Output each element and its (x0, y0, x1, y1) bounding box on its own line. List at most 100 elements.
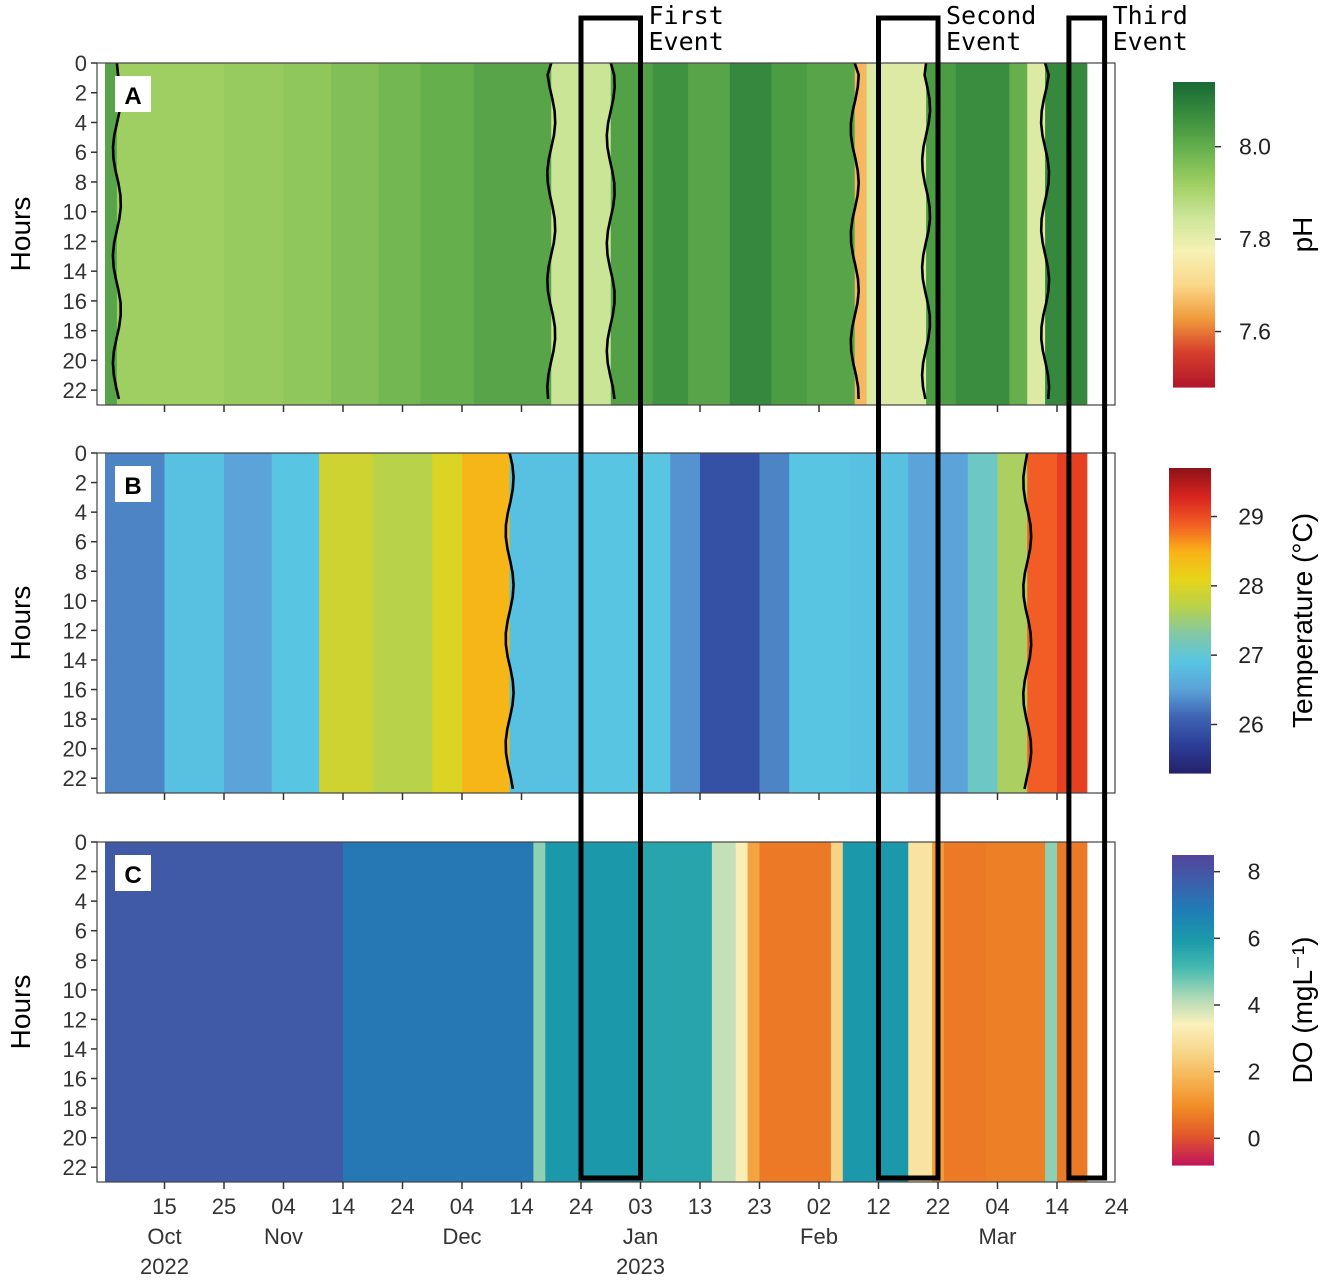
colorbar-segment (1173, 244, 1215, 248)
colorbar-segment (1172, 904, 1214, 908)
colorbar-segment (1172, 1128, 1214, 1133)
x-month-label: Jan (623, 1224, 658, 1249)
colorbar-segment (1173, 300, 1215, 304)
colorbar-segment (1173, 196, 1215, 200)
y-tick-label: 18 (63, 319, 87, 344)
colorbar-segment (1173, 282, 1215, 286)
y-tick-label: 4 (75, 110, 87, 135)
colorbar-segment (1172, 911, 1214, 916)
colorbar-segment (1169, 742, 1211, 746)
heatmap-cell-c-4 (640, 842, 713, 1182)
y-tick-label: 0 (75, 830, 87, 855)
colorbar-segment (1169, 712, 1211, 716)
colorbar-segment (1173, 206, 1215, 210)
y-tick-label: 0 (75, 51, 87, 76)
heatmap-cell-a-4 (283, 63, 332, 405)
colorbar-segment (1173, 158, 1215, 162)
colorbar-tick-label: 2 (1248, 1059, 1261, 1085)
colorbar-segment (1169, 727, 1211, 731)
colorbar-segment (1169, 648, 1211, 652)
y-tick-label: 8 (75, 559, 87, 584)
colorbar-segment (1169, 625, 1211, 629)
panel-label-bg (115, 466, 151, 502)
colorbar-title: DO (mgL⁻¹) (1287, 937, 1318, 1084)
colorbar-segment (1169, 724, 1211, 728)
colorbar-segment (1173, 173, 1215, 177)
heatmap-cell-c-7 (747, 842, 761, 1182)
colorbar-segment (1169, 658, 1211, 662)
colorbar-segment (1172, 1149, 1214, 1153)
colorbar-segment (1172, 1035, 1214, 1040)
heatmap-cell-c-5 (711, 842, 737, 1182)
colorbar-segment (1172, 1059, 1214, 1063)
colorbar-segment (1173, 229, 1215, 233)
colorbar-tick-label: 28 (1238, 573, 1264, 599)
colorbar-segment (1172, 953, 1214, 957)
colorbar-segment (1169, 717, 1211, 721)
colorbar-segment (1172, 1115, 1214, 1120)
colorbar-title: Temperature (°C) (1287, 513, 1318, 728)
colorbar-segment (1169, 541, 1211, 545)
y-tick-label: 4 (75, 500, 87, 525)
colorbar-segment (1169, 569, 1211, 573)
colorbar-segment (1173, 341, 1215, 345)
colorbar-segment (1173, 348, 1215, 353)
colorbar-segment (1169, 485, 1211, 489)
y-tick-label: 12 (63, 618, 87, 643)
colorbar-segment (1173, 165, 1215, 170)
colorbar-segment (1172, 867, 1214, 872)
colorbar-segment (1173, 214, 1215, 218)
colorbar-segment (1173, 275, 1215, 279)
colorbar-segment (1169, 483, 1211, 487)
colorbar-segment (1172, 1033, 1214, 1037)
panel-frame-b (96, 452, 1116, 794)
x-year-label: 2023 (616, 1254, 665, 1279)
colorbar-segment (1169, 480, 1211, 484)
heatmap-cell-b-6 (432, 453, 463, 793)
y-tick-label: 8 (75, 170, 87, 195)
colorbar-segment (1173, 143, 1215, 147)
y-tick-label: 6 (75, 919, 87, 944)
colorbar-segment (1172, 1157, 1214, 1161)
colorbar-segment (1172, 891, 1214, 895)
x-tick-label: 25 (212, 1194, 236, 1219)
colorbar-segment (1169, 610, 1211, 614)
colorbar-segment (1169, 546, 1211, 550)
colorbar-segment (1172, 1141, 1214, 1145)
colorbar-segment (1169, 689, 1211, 693)
colorbar-segment (1172, 919, 1214, 923)
colorbar-segment (1173, 242, 1215, 246)
colorbar-segment (1169, 579, 1211, 583)
colorbar-segment (1169, 584, 1211, 589)
heatmap-cell-a-16 (854, 63, 868, 405)
colorbar-layer: 8.0 7.8 7.6 pH 29 28 27 26 Temperature (°C) 8 6 4 2 0… (1169, 82, 1318, 1166)
y-tick-label: 14 (63, 648, 87, 673)
colorbar-segment (1172, 942, 1214, 947)
y-tick-label: 10 (63, 589, 87, 614)
colorbar-segment (1172, 1010, 1214, 1014)
heatmap-cell-c-6 (735, 842, 749, 1182)
colorbar-segment (1169, 518, 1211, 522)
colorbar-segment (1169, 503, 1211, 507)
x-tick-label: 15 (152, 1194, 176, 1219)
contour-line (504, 452, 515, 790)
colorbar-segment (1173, 132, 1215, 136)
y-tick-label: 6 (75, 530, 87, 555)
colorbar-segment (1169, 678, 1211, 683)
colorbar-segment (1173, 231, 1215, 236)
colorbar-segment (1172, 1121, 1214, 1125)
colorbar-segment (1172, 862, 1214, 866)
heatmap-cell-a-12 (688, 63, 731, 405)
colorbar-segment (1169, 737, 1211, 741)
colorbar-segment (1172, 1066, 1214, 1071)
colorbar-segment (1169, 506, 1211, 510)
colorbar-segment (1173, 285, 1215, 289)
colorbar-segment (1169, 607, 1211, 611)
colorbar-segment (1169, 521, 1211, 525)
colorbar-segment (1173, 287, 1215, 292)
colorbar-segment (1169, 661, 1211, 665)
colorbar-segment (1173, 318, 1215, 322)
colorbar-segment (1169, 523, 1211, 528)
colorbar-segment (1169, 643, 1211, 647)
colorbar-segment (1172, 906, 1214, 910)
